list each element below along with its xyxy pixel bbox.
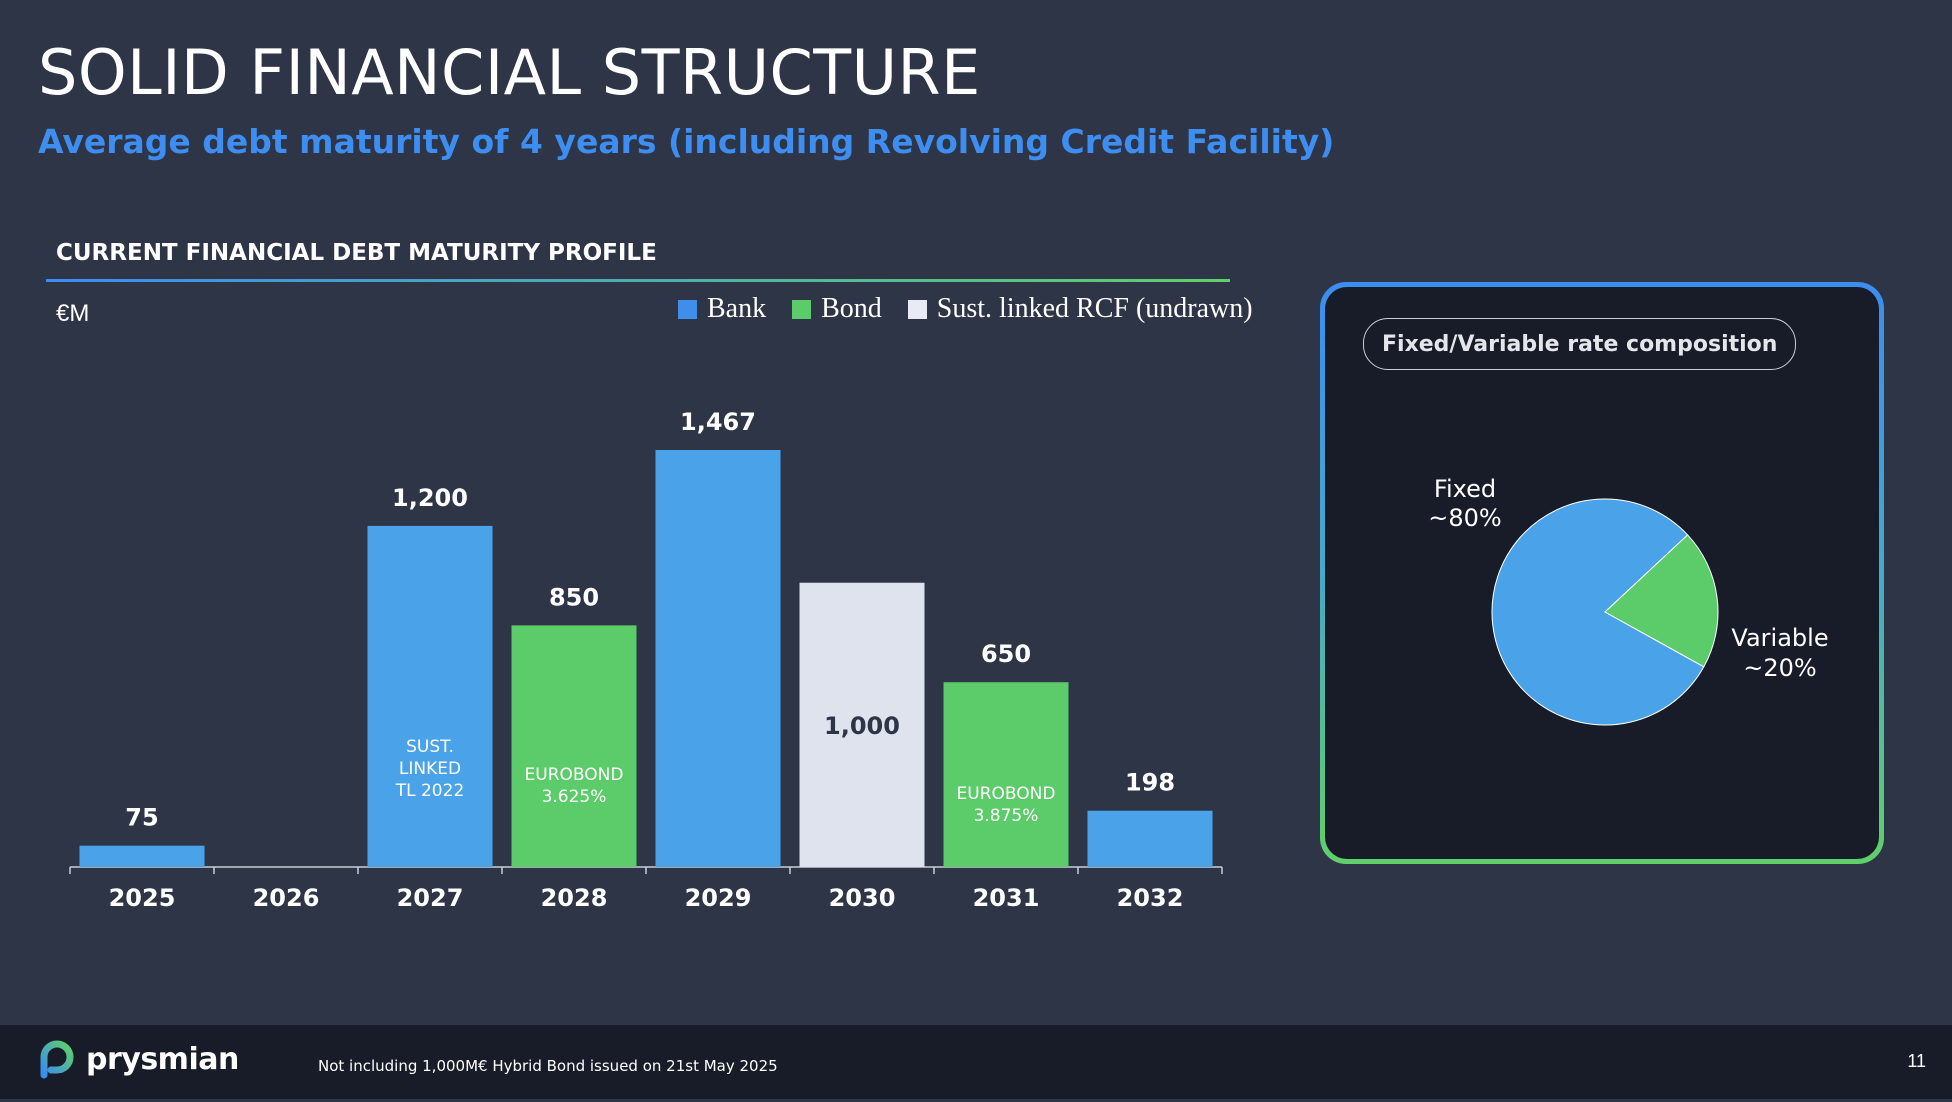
x-tick-label-2032: 2032: [1117, 884, 1184, 912]
legend-item-rcf: Sust. linked RCF (undrawn): [907, 293, 1253, 325]
page-subtitle: Average debt maturity of 4 years (includ…: [38, 122, 1335, 161]
data-label-2032: 198: [1125, 769, 1175, 797]
bar-annotation-2027: LINKED: [399, 759, 461, 779]
bar-2030-sust-linked-rcf-undrawn-: [799, 582, 925, 867]
data-label-2031: 650: [981, 640, 1031, 668]
rate-composition-pie-chart: Fixed~80% Variable~20%: [1428, 475, 1829, 726]
data-label-2029: 1,467: [680, 408, 756, 436]
rate-composition-panel: Fixed ~80% Variable ~20% Fixed/Variable rat…: [1320, 282, 1884, 864]
pie-label-fixed: Fixed: [1434, 475, 1496, 503]
data-label-2027: 1,200: [392, 484, 468, 512]
prysmian-logo-mark-icon: [40, 1040, 74, 1079]
bar-annotation-2031: 3.875%: [974, 806, 1039, 826]
bar-annotation-2028: EUROBOND: [525, 765, 624, 785]
legend-item-bond: Bond: [792, 293, 882, 325]
rate-composition-title: Fixed/Variable rate composition: [1363, 318, 1797, 370]
rate-composition-panel-body: Fixed ~80% Variable ~20% Fixed/Variable rat…: [1325, 287, 1879, 859]
x-tick-label-2028: 2028: [541, 884, 608, 912]
legend-swatch-rcf: [907, 299, 927, 319]
legend-label-rcf: Sust. linked RCF (undrawn): [936, 293, 1253, 324]
section-divider: [46, 279, 1230, 282]
debt-maturity-bar-chart: 75 2025 2026 1,200 2027 850 2028 1,467 2029 1,000…: [69, 408, 1223, 912]
legend-swatch-bond: [792, 299, 812, 319]
bar-annotation-2031: EUROBOND: [957, 784, 1056, 804]
legend-swatch-bank: [678, 299, 697, 319]
bar-2025-bank: [79, 845, 205, 867]
bar-2031-bond: [943, 682, 1069, 867]
pie-label-variable: Variable: [1731, 624, 1828, 652]
legend-label-bond: Bond: [821, 293, 882, 324]
data-label-2028: 850: [549, 583, 599, 611]
chart-legend: Bank Bond Sust. linked RCF (undrawn): [678, 293, 1253, 325]
bar-annotation-2027: TL 2022: [395, 781, 465, 801]
x-tick-label-2025: 2025: [109, 884, 176, 912]
bar-2032-bank: [1087, 810, 1213, 867]
x-tick-label-2031: 2031: [973, 884, 1040, 912]
bar-2028-bond: [511, 625, 637, 867]
page-number: 11: [1907, 1051, 1926, 1071]
bar-2029-bank: [655, 450, 781, 867]
bar-annotation-2027: SUST.: [406, 737, 454, 757]
pie-value-fixed: ~80%: [1428, 504, 1501, 532]
x-tick-label-2029: 2029: [685, 884, 752, 912]
page-title: SOLID FINANCIAL STRUCTURE: [38, 36, 981, 109]
data-label-2030: 1,000: [824, 712, 900, 740]
unit-label: €M: [56, 300, 90, 327]
x-tick-label-2030: 2030: [829, 884, 896, 912]
pie-slice-variable: [1604, 534, 1719, 668]
footer: prysmian Not including 1,000M€ Hybrid Bo…: [0, 1025, 1952, 1099]
data-label-2025: 75: [125, 804, 158, 832]
prysmian-logo: prysmian: [36, 1037, 239, 1081]
bar-annotation-2028: 3.625%: [542, 787, 607, 807]
prysmian-logo-text: prysmian: [86, 1041, 239, 1077]
pie-slice-fixed: [1491, 498, 1705, 726]
x-tick-label-2026: 2026: [253, 884, 320, 912]
footnote: Not including 1,000M€ Hybrid Bond issued…: [318, 1057, 778, 1075]
chart-section-title: CURRENT FINANCIAL DEBT MATURITY PROFILE: [56, 240, 657, 266]
legend-label-bank: Bank: [707, 293, 767, 324]
x-tick-label-2027: 2027: [397, 884, 464, 912]
pie-value-variable: ~20%: [1743, 654, 1816, 682]
bar-2027-bank: [367, 525, 493, 867]
legend-item-bank: Bank: [678, 293, 766, 325]
